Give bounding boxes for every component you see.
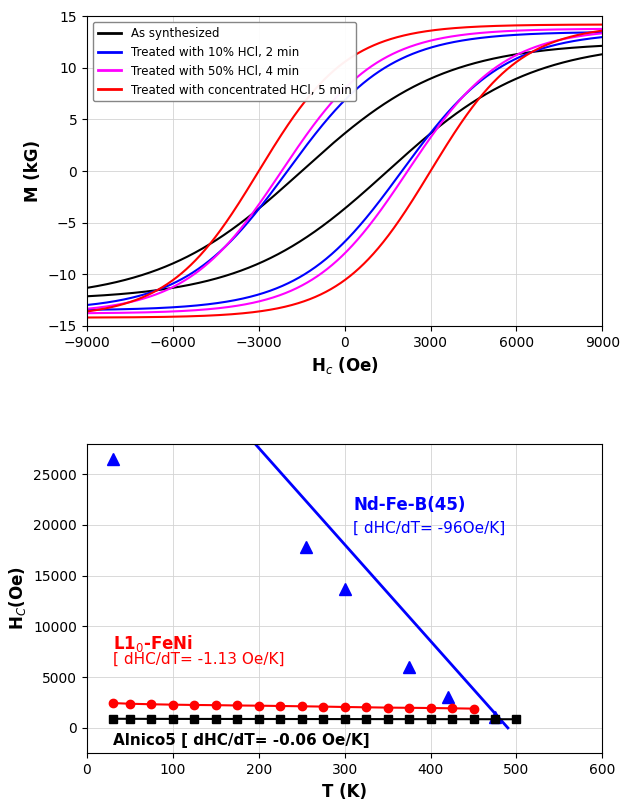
Text: Alnico5 [ dHC/dT= -0.06 Oe/K]: Alnico5 [ dHC/dT= -0.06 Oe/K] [113, 733, 369, 748]
X-axis label: T (K): T (K) [322, 782, 367, 800]
Y-axis label: H$_C$(Oe): H$_C$(Oe) [7, 566, 28, 630]
Legend: As synthesized, Treated with 10% HCl, 2 min, Treated with 50% HCl, 4 min, Treate: As synthesized, Treated with 10% HCl, 2 … [93, 22, 356, 101]
Text: [ dHC/dT= -1.13 Oe/K]: [ dHC/dT= -1.13 Oe/K] [113, 652, 284, 667]
Text: Nd-Fe-B(45): Nd-Fe-B(45) [353, 496, 466, 514]
Text: L1$_0$-FeNi: L1$_0$-FeNi [113, 633, 193, 654]
X-axis label: H$_c$ (Oe): H$_c$ (Oe) [310, 355, 379, 376]
Text: [ dHC/dT= -96Oe/K]: [ dHC/dT= -96Oe/K] [353, 521, 505, 536]
Y-axis label: M (kG): M (kG) [24, 140, 42, 202]
